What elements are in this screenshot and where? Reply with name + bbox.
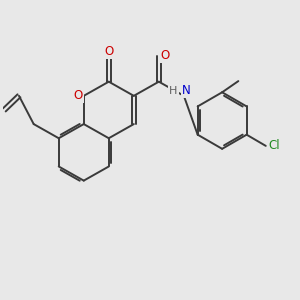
Text: O: O <box>104 45 113 58</box>
Text: O: O <box>74 89 83 102</box>
Text: Cl: Cl <box>269 140 280 152</box>
Text: N: N <box>182 84 190 97</box>
Text: O: O <box>161 49 170 62</box>
Text: H: H <box>169 85 178 95</box>
